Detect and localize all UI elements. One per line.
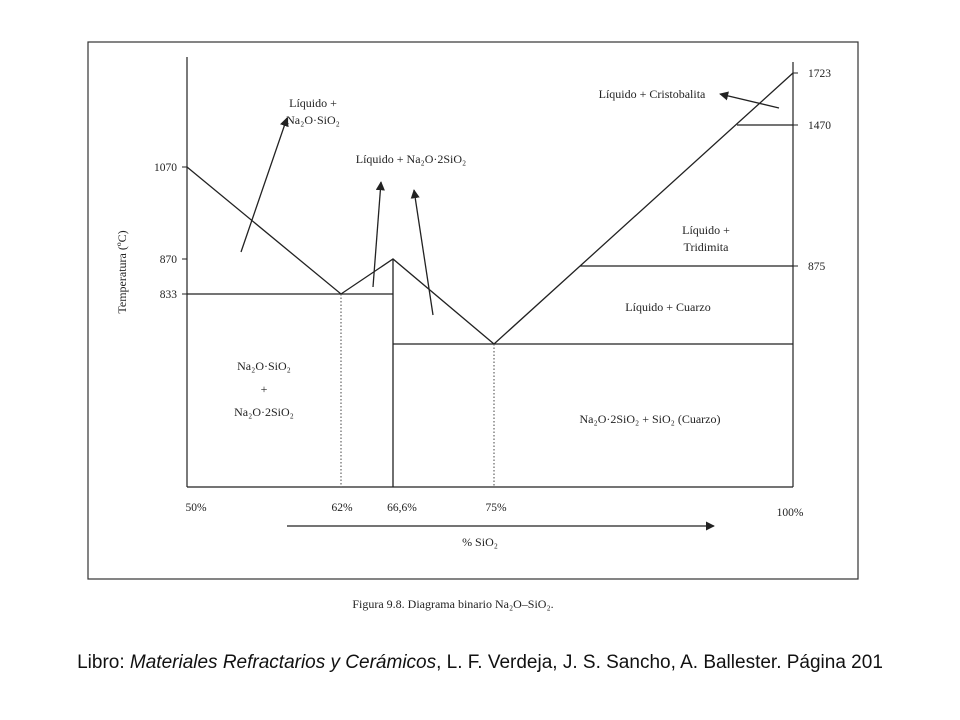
x-tick-66-6: 66,6% xyxy=(387,502,417,514)
region-label-solid-left-3: Na₂O·2SiO₂ xyxy=(234,405,294,419)
credit-prefix: Libro: xyxy=(77,652,130,673)
region-label-liq-disilicate: Líquido + Na₂O·2SiO₂ xyxy=(356,152,466,166)
x-tick-75: 75% xyxy=(485,502,507,514)
figure-frame xyxy=(87,41,859,580)
book-credit: Libro: Materiales Refractarios y Cerámic… xyxy=(0,652,960,674)
region-label-solid-left-2: + xyxy=(261,382,268,396)
y-tick-1470: 1470 xyxy=(808,120,831,132)
region-label-solid-left-1: Na₂O·SiO₂ xyxy=(237,359,291,373)
region-label-liq-metasilicate-1: Líquido + xyxy=(289,96,337,110)
y-tick-875: 875 xyxy=(808,261,826,273)
annotation-arrows xyxy=(240,91,780,531)
x-tick-62: 62% xyxy=(331,502,353,514)
x-tick-100: 100% xyxy=(777,507,804,519)
region-label-liq-quartz: Líquido + Cuarzo xyxy=(625,300,710,314)
tick-marks xyxy=(182,72,798,295)
y-tick-1723: 1723 xyxy=(808,68,831,80)
y-axis-label: Temperatura (ºC) xyxy=(115,230,129,313)
y-tick-1070: 1070 xyxy=(154,162,177,174)
region-label-liq-tridymite-1: Líquido + xyxy=(682,223,730,237)
arrow-disilicate-left xyxy=(372,181,385,288)
credit-authors: , L. F. Verdeja, J. S. Sancho, A. Balles… xyxy=(436,652,883,673)
region-label-solid-right: Na₂O·2SiO₂ + SiO₂ (Cuarzo) xyxy=(580,412,721,426)
credit-book-title: Materiales Refractarios y Cerámicos xyxy=(129,652,437,673)
region-label-liq-cristobalite: Líquido + Cristobalita xyxy=(599,87,706,101)
y-tick-833: 833 xyxy=(160,289,178,301)
region-label-liq-tridymite-2: Tridimita xyxy=(684,240,730,254)
x-tick-50: 50% xyxy=(185,502,207,514)
x-axis-label: % SiO₂ xyxy=(462,535,498,549)
arrow-metasilicate xyxy=(240,117,289,253)
arrow-cristobalite xyxy=(719,91,780,109)
region-label-liq-metasilicate-2: Na₂O·SiO₂ xyxy=(286,113,340,127)
figure-caption: Figura 9.8. Diagrama binario Na₂O–SiO₂. xyxy=(352,597,553,611)
arrow-disilicate-right xyxy=(410,189,434,316)
y-tick-870: 870 xyxy=(160,254,178,266)
phase-boundaries xyxy=(186,72,794,487)
eutectic-dotted-lines xyxy=(340,294,495,487)
